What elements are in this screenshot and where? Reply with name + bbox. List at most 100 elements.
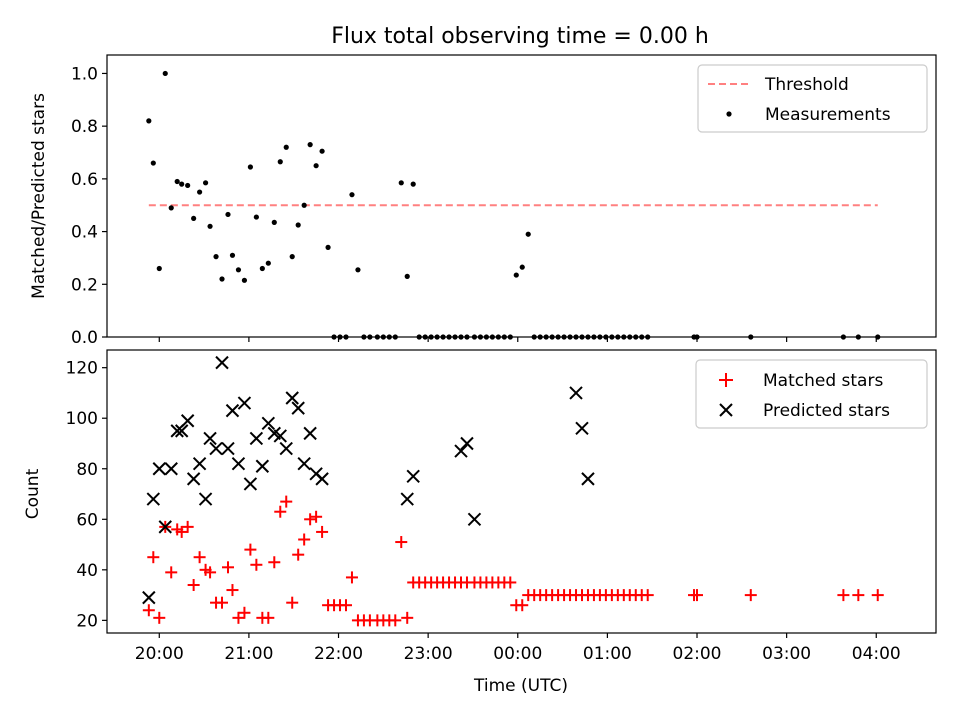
bottom-x-tick-label: 22:00 xyxy=(314,644,363,664)
predicted-star-marker xyxy=(180,414,195,428)
predicted-star-marker xyxy=(243,477,258,491)
measurement-point xyxy=(307,142,313,148)
predicted-star-marker xyxy=(146,492,161,506)
predicted-star-marker xyxy=(575,421,589,436)
top-y-tick-label: 0.0 xyxy=(71,328,98,348)
matched-star-marker xyxy=(262,611,275,624)
predicted-star-marker xyxy=(164,462,178,476)
measurement-point xyxy=(295,222,301,228)
matched-star-marker xyxy=(226,584,239,597)
matched-star-marker xyxy=(187,578,200,591)
predicted-star-marker xyxy=(186,472,201,486)
measurement-point xyxy=(156,265,162,272)
measurement-point xyxy=(265,260,271,266)
bottom-x-tick-label: 01:00 xyxy=(583,644,632,664)
measurement-point xyxy=(162,70,168,77)
measurements-legend-label: Measurements xyxy=(765,105,891,125)
bottom-x-tick-label: 23:00 xyxy=(404,644,453,664)
matched-star-marker xyxy=(852,589,865,602)
top-panel: 0.0 0.2 0.4 0.6 0.8 1.0 Matched/Predicted sta… xyxy=(29,54,937,348)
measurement-point xyxy=(301,202,307,208)
measurement-point xyxy=(289,254,295,260)
bottom-x-tick-label: 04:00 xyxy=(852,644,901,664)
matched-star-marker xyxy=(221,561,234,574)
measurement-point xyxy=(202,180,209,186)
bottom-x-tick-label: 20:00 xyxy=(135,644,184,664)
measurement-point xyxy=(197,189,203,195)
predicted-star-marker xyxy=(279,441,293,456)
measurement-point xyxy=(259,265,265,272)
predicted-star-marker xyxy=(291,401,305,415)
matched-star-marker xyxy=(316,525,329,538)
predicted-star-marker xyxy=(406,469,420,484)
matched-star-marker xyxy=(274,505,287,518)
top-y-tick-label: 0.6 xyxy=(71,170,98,190)
matched-star-marker xyxy=(304,513,317,526)
measurements-legend-marker xyxy=(726,111,732,117)
predicted-star-marker xyxy=(225,403,240,418)
measurement-point xyxy=(179,181,185,187)
top-y-tick-label: 0.8 xyxy=(71,117,98,137)
bottom-y-tick-label: 20 xyxy=(76,611,98,631)
x-axis-label: Time (UTC) xyxy=(473,676,568,696)
measurement-point xyxy=(150,160,156,166)
matched-legend-label: Matched stars xyxy=(763,371,883,391)
measurement-point xyxy=(241,277,248,283)
matched-star-marker xyxy=(250,558,263,571)
top-legend: Threshold Measurements xyxy=(697,64,928,133)
predicted-star-marker xyxy=(215,355,229,370)
predicted-star-marker xyxy=(142,590,156,605)
bottom-x-tick-label: 02:00 xyxy=(673,644,722,664)
top-y-tick-label: 0.4 xyxy=(71,223,98,243)
measurement-point xyxy=(319,148,325,154)
measurement-point xyxy=(283,144,289,150)
predicted-star-marker xyxy=(261,416,276,430)
predicted-star-marker xyxy=(209,441,223,456)
matched-star-marker xyxy=(504,576,517,589)
predicted-star-marker xyxy=(174,424,189,438)
bottom-y-tick-label: 60 xyxy=(76,510,98,530)
predicted-star-marker xyxy=(231,456,246,471)
predicted-star-marker xyxy=(569,386,583,400)
predicted-star-marker xyxy=(581,472,595,486)
measurement-point xyxy=(191,215,197,222)
measurement-point xyxy=(235,267,242,273)
matched-star-marker xyxy=(142,604,155,617)
matched-star-marker xyxy=(238,606,251,619)
measurement-point xyxy=(168,205,174,211)
predicted-star-marker xyxy=(170,424,184,438)
measurement-point xyxy=(355,267,361,273)
measurement-point xyxy=(229,252,236,258)
measurement-point xyxy=(349,192,355,198)
threshold-legend-label: Threshold xyxy=(764,75,849,95)
measurement-point xyxy=(513,272,519,278)
bottom-x-tick-label: 00:00 xyxy=(493,644,542,664)
predicted-star-marker xyxy=(152,462,166,476)
measurement-point xyxy=(185,182,191,189)
predicted-star-marker xyxy=(237,396,252,410)
matched-legend-marker xyxy=(719,373,733,387)
matched-star-marker xyxy=(165,566,178,579)
top-y-axis-label: Matched/Predicted stars xyxy=(29,93,49,299)
predicted-legend-label: Predicted stars xyxy=(763,401,890,421)
chart-title: Flux total observing time = 0.00 h xyxy=(331,24,709,49)
measurement-point xyxy=(225,211,231,218)
bottom-y-tick-label: 80 xyxy=(76,460,98,480)
measurement-point xyxy=(213,254,219,260)
predicted-star-marker xyxy=(400,492,414,506)
top-y-tick-label: 1.0 xyxy=(71,64,98,84)
matched-star-marker xyxy=(744,589,757,602)
matched-star-marker xyxy=(292,548,305,561)
measurement-point xyxy=(277,159,283,165)
bottom-y-axis-label: Count xyxy=(23,468,43,519)
predicted-star-marker xyxy=(203,431,217,446)
top-y-tick-label: 0.2 xyxy=(71,275,98,295)
matched-star-marker xyxy=(147,551,160,564)
matched-star-marker xyxy=(837,589,850,602)
bottom-panel: 20 40 60 80 100 120 20:00 21:00 22:00 23:00 00:00… xyxy=(23,349,937,696)
measurement-point xyxy=(398,180,404,186)
predicted-star-marker xyxy=(297,456,311,471)
measurement-point xyxy=(146,118,152,124)
matched-star-marker xyxy=(691,589,704,602)
